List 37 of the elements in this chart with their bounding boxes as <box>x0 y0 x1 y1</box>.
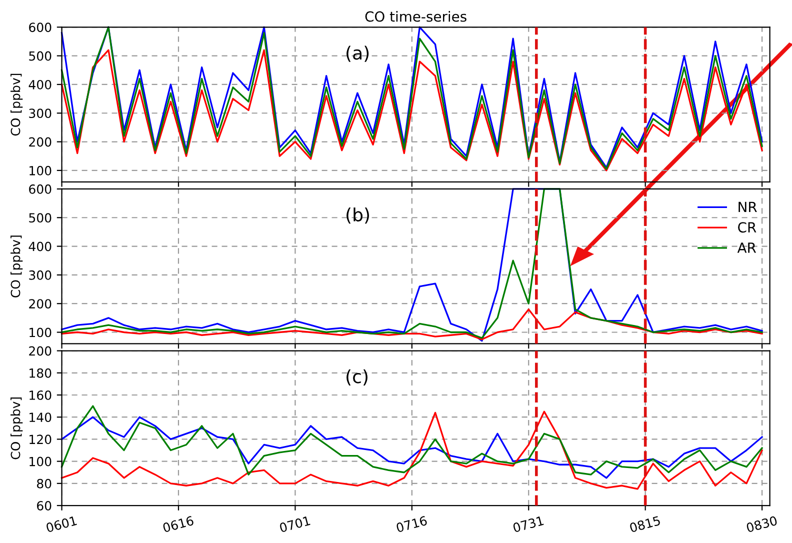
x-tick-label: 0830 <box>746 516 778 533</box>
y-axis-title: CO [ppbv] <box>10 397 23 460</box>
y-tick-label: 140 <box>30 412 52 422</box>
y-tick-label: 300 <box>29 108 52 118</box>
x-tick-label: 0815 <box>629 516 661 533</box>
y-axis-title: CO [ppbv] <box>10 74 23 136</box>
y-tick-label: 100 <box>30 166 52 176</box>
y-tick-label: 200 <box>29 137 52 147</box>
y-tick-label: 200 <box>29 346 52 356</box>
y-tick-label: 500 <box>29 213 52 223</box>
y-tick-label: 100 <box>30 328 52 338</box>
y-tick-label: 60 <box>37 501 52 510</box>
y-tick-label: 300 <box>29 270 52 280</box>
y-tick-label: 160 <box>30 390 52 400</box>
y-tick-label: 400 <box>28 242 52 252</box>
x-tick-label: 0701 <box>279 516 310 533</box>
annotation: (c) <box>346 369 368 386</box>
legend-label: CR <box>738 222 756 233</box>
y-tick-label: 600 <box>29 184 52 194</box>
x-tick-label: 0601 <box>46 516 77 533</box>
x-tick-label: 0716 <box>396 516 428 533</box>
legend-label: NR <box>738 202 757 212</box>
annotation: (b) <box>346 208 369 224</box>
y-tick-label: 200 <box>29 299 52 309</box>
legend-label: AR <box>737 242 756 253</box>
y-tick-label: 80 <box>36 478 52 488</box>
x-tick-label: 0616 <box>162 516 194 533</box>
annotation: (a) <box>346 46 369 62</box>
y-tick-label: 600 <box>29 22 52 32</box>
y-tick-label: 120 <box>30 434 52 444</box>
y-tick-label: 180 <box>30 368 52 378</box>
x-tick-label: 0731 <box>512 516 544 533</box>
y-tick-label: 500 <box>29 51 52 61</box>
y-tick-label: 100 <box>30 456 52 466</box>
y-axis-title: CO [ppbv] <box>10 236 23 298</box>
chart-title: CO time-series <box>365 11 466 22</box>
y-tick-label: 400 <box>28 80 52 90</box>
